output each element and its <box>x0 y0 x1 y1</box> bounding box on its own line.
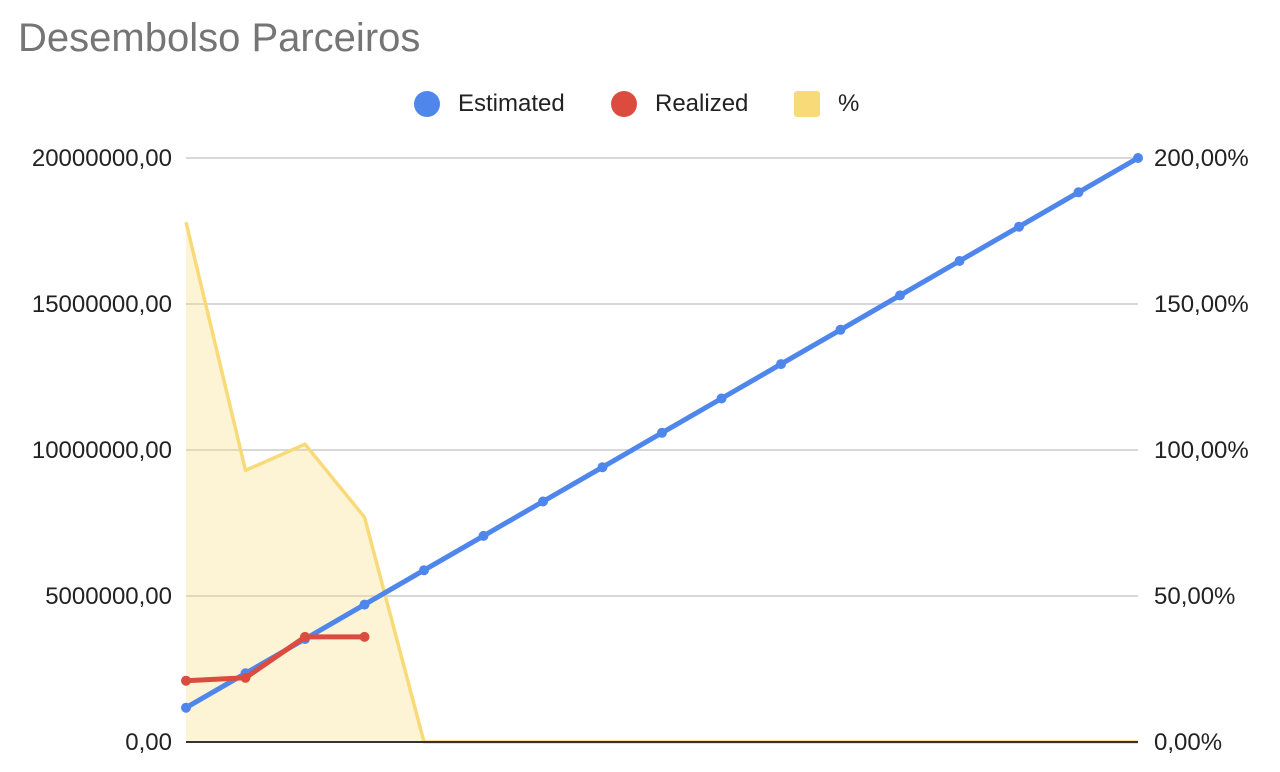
legend-swatch-estimated <box>414 91 440 117</box>
chart-title: Desembolso Parceiros <box>18 16 421 60</box>
right-axis-tick-label: 150,00% <box>1154 291 1249 318</box>
right-axis-tick-label: 0,00% <box>1154 729 1222 756</box>
series-percent-area <box>186 222 1138 742</box>
series-realized-point <box>181 675 191 686</box>
legend-item-percent[interactable]: % <box>794 86 859 122</box>
legend-item-estimated[interactable]: Estimated <box>414 86 565 122</box>
series-estimated-point <box>181 702 191 713</box>
left-axis-tick-label: 10000000,00 <box>32 437 172 464</box>
right-axis-tick-label: 50,00% <box>1154 583 1235 610</box>
legend-label-estimated: Estimated <box>458 90 565 117</box>
grid-lines <box>186 157 1138 597</box>
right-axis-tick-label: 100,00% <box>1154 437 1249 464</box>
legend-label-percent: % <box>838 90 860 117</box>
series-realized-line <box>183 634 367 684</box>
series-estimated-point <box>1073 187 1084 198</box>
series-estimated-point <box>538 496 548 507</box>
series-estimated-point <box>716 393 727 404</box>
series-estimated-point <box>657 427 667 438</box>
series-estimated-point <box>835 324 846 335</box>
percent-area-layer <box>184 221 1138 744</box>
series-estimated-point <box>419 565 429 576</box>
series-realized-point <box>300 631 310 642</box>
legend-label-realized: Realized <box>655 90 749 117</box>
left-axis-tick-label: 5000000,00 <box>45 583 172 610</box>
series-estimated-point <box>1133 153 1143 163</box>
right-axis-tick-label: 200,00% <box>1154 145 1249 172</box>
left-axis-tick-label: 15000000,00 <box>32 291 172 318</box>
chart-legend: Estimated Realized % <box>0 86 1280 122</box>
series-lines-layer <box>181 153 1143 713</box>
series-estimated-point <box>954 256 965 266</box>
left-axis-tick-label: 0,00 <box>125 729 172 756</box>
series-realized-point <box>240 672 251 683</box>
series-estimated-point <box>1014 221 1024 232</box>
series-estimated-point <box>776 359 786 370</box>
series-realized-point <box>359 631 370 642</box>
legend-swatch-realized <box>611 91 637 117</box>
legend-item-realized[interactable]: Realized <box>611 86 748 122</box>
left-axis-tick-label: 20000000,00 <box>32 145 172 172</box>
legend-swatch-percent <box>794 91 820 117</box>
series-estimated-point <box>597 462 608 473</box>
series-estimated-point <box>359 599 370 610</box>
axis-labels-layer: 0,00 5000000,00 10000000,00 15000000,00 2000… <box>32 145 1249 756</box>
series-estimated-point <box>478 530 489 541</box>
series-estimated-point <box>895 290 905 301</box>
